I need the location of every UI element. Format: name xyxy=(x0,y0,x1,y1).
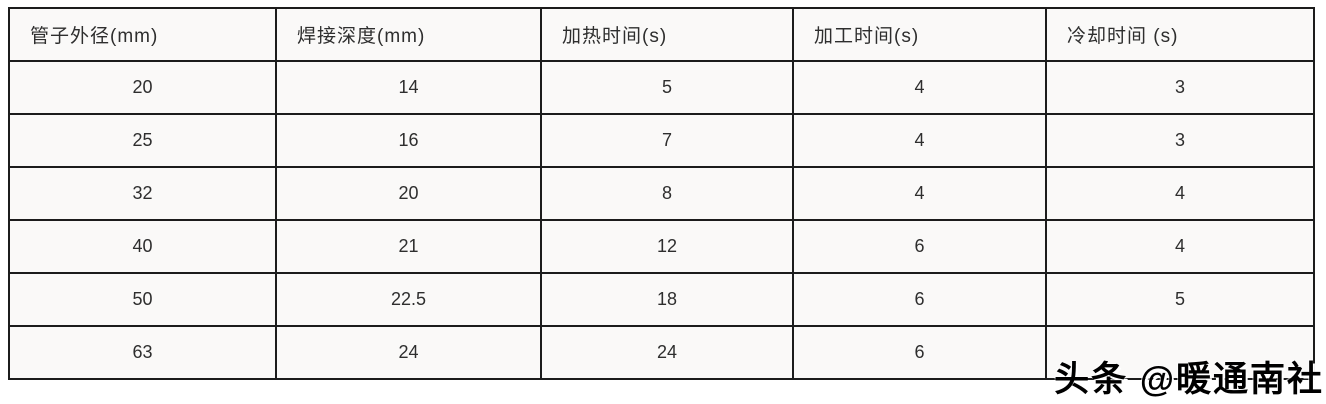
header-pipe-outer-diameter: 管子外径(mm) xyxy=(8,7,277,62)
header-welding-depth: 焊接深度(mm) xyxy=(275,7,542,62)
cell-cooling: 3 xyxy=(1045,60,1315,115)
cell-depth: 22.5 xyxy=(275,272,542,327)
cell-cooling xyxy=(1045,325,1315,380)
cell-heating: 7 xyxy=(540,113,794,168)
cell-diameter: 20 xyxy=(8,60,277,115)
cell-processing: 4 xyxy=(792,60,1047,115)
cell-processing: 4 xyxy=(792,113,1047,168)
header-processing-time: 加工时间(s) xyxy=(792,7,1047,62)
welding-parameters-table: 管子外径(mm) 焊接深度(mm) 加热时间(s) 加工时间(s) 冷却时间 (… xyxy=(8,7,1315,380)
cell-heating: 24 xyxy=(540,325,794,380)
table-row: 32 20 8 4 4 xyxy=(8,166,1315,221)
cell-diameter: 63 xyxy=(8,325,277,380)
cell-cooling: 3 xyxy=(1045,113,1315,168)
cell-diameter: 32 xyxy=(8,166,277,221)
header-cooling-time: 冷却时间 (s) xyxy=(1045,7,1315,62)
toutiao-watermark: 头条 @暖通南社 xyxy=(1054,360,1324,399)
table-row: 50 22.5 18 6 5 xyxy=(8,272,1315,327)
cell-processing: 6 xyxy=(792,325,1047,380)
header-heating-time: 加热时间(s) xyxy=(540,7,794,62)
table-row: 40 21 12 6 4 xyxy=(8,219,1315,274)
cell-depth: 20 xyxy=(275,166,542,221)
cell-cooling: 5 xyxy=(1045,272,1315,327)
cell-depth: 14 xyxy=(275,60,542,115)
table-row: 63 24 24 6 xyxy=(8,325,1315,380)
cell-diameter: 40 xyxy=(8,219,277,274)
table-row: 25 16 7 4 3 xyxy=(8,113,1315,168)
cell-diameter: 50 xyxy=(8,272,277,327)
cell-depth: 16 xyxy=(275,113,542,168)
cell-processing: 6 xyxy=(792,272,1047,327)
header-row: 管子外径(mm) 焊接深度(mm) 加热时间(s) 加工时间(s) 冷却时间 (… xyxy=(8,7,1315,62)
cell-processing: 4 xyxy=(792,166,1047,221)
table-row: 20 14 5 4 3 xyxy=(8,60,1315,115)
cell-depth: 21 xyxy=(275,219,542,274)
cell-cooling: 4 xyxy=(1045,219,1315,274)
cell-diameter: 25 xyxy=(8,113,277,168)
cell-heating: 18 xyxy=(540,272,794,327)
cell-heating: 12 xyxy=(540,219,794,274)
cell-heating: 5 xyxy=(540,60,794,115)
cell-depth: 24 xyxy=(275,325,542,380)
cell-heating: 8 xyxy=(540,166,794,221)
cell-cooling: 4 xyxy=(1045,166,1315,221)
cell-processing: 6 xyxy=(792,219,1047,274)
spec-table: 管子外径(mm) 焊接深度(mm) 加热时间(s) 加工时间(s) 冷却时间 (… xyxy=(8,7,1315,380)
